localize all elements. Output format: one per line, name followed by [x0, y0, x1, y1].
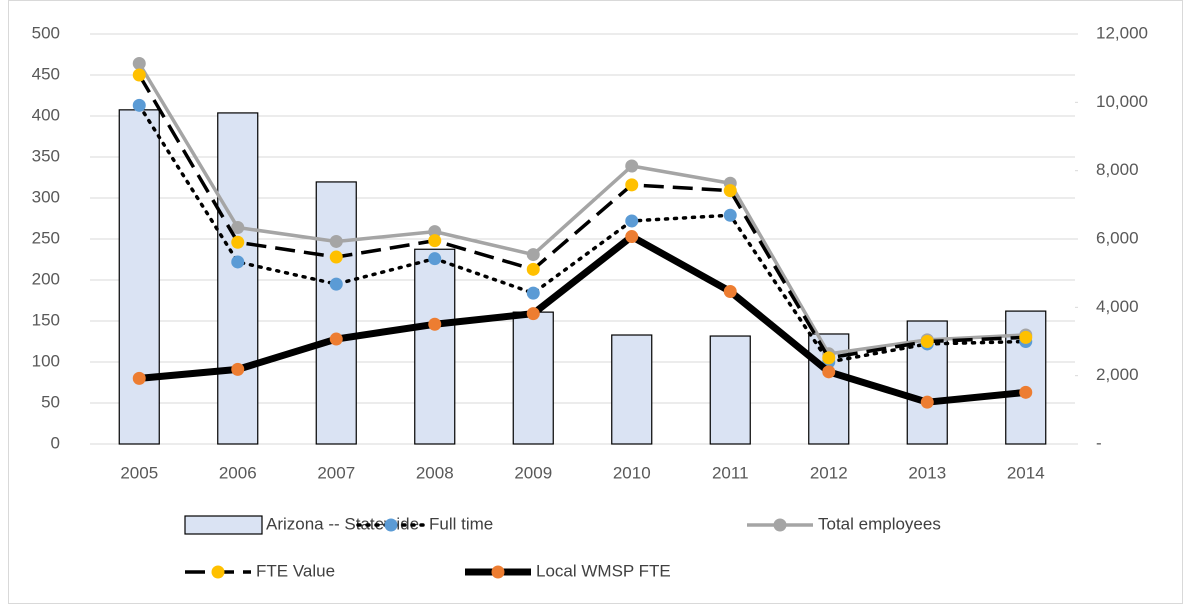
y2-tick-label: 12,000 — [1096, 23, 1148, 42]
y-tick-label: 0 — [51, 433, 60, 452]
legend-marker — [491, 565, 505, 579]
marker — [428, 234, 442, 248]
y2-tick-label: 10,000 — [1096, 92, 1148, 111]
legend-label: Total employees — [818, 514, 941, 533]
bar — [709, 335, 751, 445]
y-tick-label: 150 — [32, 310, 60, 329]
y-tick-label: 500 — [32, 23, 60, 42]
marker — [1019, 330, 1033, 344]
marker — [231, 221, 245, 235]
x-tick-label: 2008 — [416, 463, 454, 482]
x-tick-label: 2006 — [219, 463, 257, 482]
y-tick-label: 200 — [32, 269, 60, 288]
marker — [132, 57, 146, 71]
x-tick-label: 2013 — [908, 463, 946, 482]
bar — [118, 109, 160, 445]
marker — [329, 277, 343, 291]
legend-label: FTE Value — [256, 561, 335, 580]
y2-tick-label: 8,000 — [1096, 160, 1139, 179]
y2-tick-label: 6,000 — [1096, 228, 1139, 247]
marker — [231, 255, 245, 269]
legend-label: Full time — [429, 514, 493, 533]
x-tick-label: 2011 — [712, 463, 749, 482]
marker — [132, 98, 146, 112]
marker — [231, 362, 245, 376]
marker — [428, 317, 442, 331]
line — [137, 62, 1026, 356]
y2-tick-label: 2,000 — [1096, 365, 1139, 384]
marker — [723, 208, 737, 222]
x-tick-label: 2007 — [317, 463, 355, 482]
y-tick-label: 350 — [32, 146, 60, 165]
x-tick-label: 2009 — [514, 463, 552, 482]
chart-border — [8, 0, 1183, 604]
line — [137, 74, 1026, 360]
legend-marker — [384, 518, 398, 532]
y-tick-label: 250 — [32, 228, 60, 247]
x-tick-label: 2012 — [810, 463, 848, 482]
legend-marker — [211, 565, 225, 579]
legend-label: Arizona -- Statewide — [266, 514, 419, 533]
marker — [822, 365, 836, 379]
bar — [1005, 310, 1047, 445]
marker — [329, 250, 343, 264]
marker — [1019, 385, 1033, 399]
marker — [625, 214, 639, 228]
bar — [315, 181, 357, 445]
marker — [920, 335, 934, 348]
bar — [414, 248, 456, 445]
marker — [428, 225, 442, 239]
legend-label: Local WMSP FTE — [536, 561, 671, 580]
y-tick-label: 300 — [32, 187, 60, 206]
marker — [526, 286, 540, 300]
marker — [132, 371, 146, 385]
x-tick-label: 2010 — [613, 463, 651, 482]
marker — [428, 252, 442, 266]
y-tick-label: 100 — [32, 351, 60, 370]
marker — [920, 395, 934, 409]
y2-tick-label: - — [1096, 433, 1102, 452]
y2-tick-label: 4,000 — [1096, 297, 1139, 316]
x-tick-label: 2014 — [1007, 463, 1045, 482]
marker — [329, 234, 343, 248]
y-tick-label: 50 — [41, 392, 60, 411]
marker — [329, 332, 343, 346]
marker — [526, 248, 540, 262]
marker — [723, 184, 737, 198]
x-tick-label: 2005 — [120, 463, 158, 482]
bar — [611, 334, 653, 445]
line — [137, 103, 1028, 364]
marker — [231, 235, 245, 249]
bar — [512, 311, 554, 445]
legend: Arizona -- Statewide Full time Total emplo… — [184, 514, 941, 580]
marker — [526, 262, 540, 276]
bar — [217, 112, 259, 445]
marker — [625, 159, 639, 173]
marker — [625, 178, 639, 192]
legend-swatch — [184, 515, 263, 535]
line — [138, 233, 1027, 406]
marker — [822, 351, 836, 365]
y-tick-label: 450 — [32, 64, 60, 83]
y-tick-label: 400 — [32, 105, 60, 124]
marker — [625, 230, 639, 244]
legend-marker — [773, 518, 787, 532]
marker — [723, 284, 737, 298]
marker — [526, 307, 540, 321]
marker — [132, 68, 146, 82]
